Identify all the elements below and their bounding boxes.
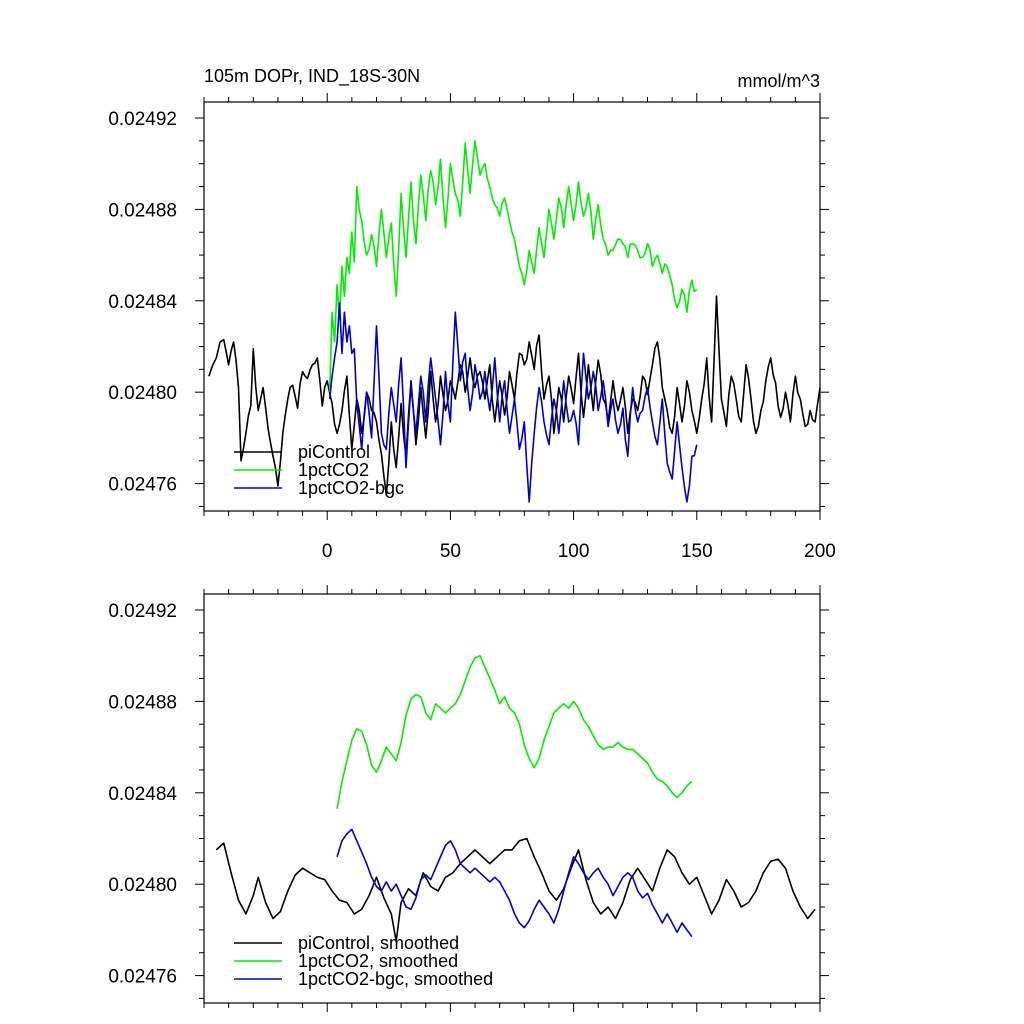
y-tick-label: 0.02484 bbox=[108, 784, 177, 805]
legend-label: 1pctCO2, smoothed bbox=[298, 951, 458, 971]
y-tick-label: 0.02476 bbox=[108, 475, 177, 496]
top-panel: 105m DOPr, IND_18S-30N mmol/m^3 0.02476 0… bbox=[108, 66, 836, 562]
legend-label: 1pctCO2-bgc, smoothed bbox=[298, 969, 493, 989]
series-line-1pctco2-bgc-smoothed bbox=[336, 828, 693, 938]
series-line-1pctco2-smoothed bbox=[336, 654, 693, 809]
legend-label: 1pctCO2-bgc bbox=[298, 478, 404, 498]
y-tick-label: 0.02488 bbox=[108, 200, 177, 221]
top-panel-title: 105m DOPr, IND_18S-30N bbox=[204, 66, 420, 87]
top-panel-units: mmol/m^3 bbox=[738, 71, 820, 91]
x-tick-label: 200 bbox=[804, 541, 836, 562]
series-line-1pctco2-bgc bbox=[328, 302, 698, 503]
y-tick-label: 0.02492 bbox=[108, 601, 177, 622]
plot-frame bbox=[203, 101, 821, 512]
series-line-picontrol-smoothed bbox=[215, 837, 816, 943]
x-tick-label: 150 bbox=[681, 541, 713, 562]
y-tick-label: 0.02480 bbox=[108, 383, 177, 404]
legend-label: piControl bbox=[298, 442, 370, 462]
x-tick-label: 100 bbox=[558, 541, 590, 562]
legend-label: 1pctCO2 bbox=[298, 460, 369, 480]
plot-frame bbox=[203, 593, 821, 1004]
y-tick-label: 0.02484 bbox=[108, 292, 177, 313]
x-tick-label: 0 bbox=[322, 541, 333, 562]
y-tick-label: 0.02492 bbox=[108, 109, 177, 130]
x-tick-label: 50 bbox=[440, 541, 461, 562]
y-tick-label: 0.02488 bbox=[108, 692, 177, 713]
series-line-picontrol bbox=[208, 295, 821, 496]
y-tick-label: 0.02480 bbox=[108, 875, 177, 896]
legend-label: piControl, smoothed bbox=[298, 933, 459, 953]
y-tick-label: 0.02476 bbox=[108, 967, 177, 988]
series-line-1pctco2 bbox=[328, 140, 698, 393]
bottom-panel: 0.02476 0.02480 0.02484 0.02488 0.02492 piCon… bbox=[108, 585, 829, 1012]
